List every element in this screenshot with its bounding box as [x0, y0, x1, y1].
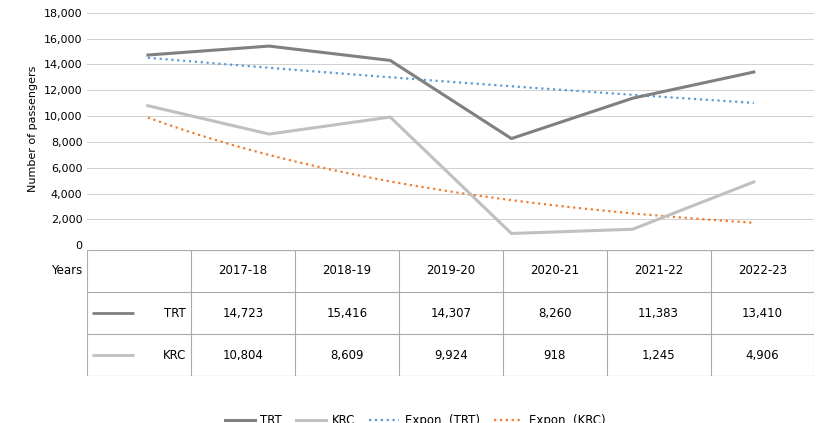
Text: 2022-23: 2022-23	[738, 264, 787, 277]
Text: 2020-21: 2020-21	[530, 264, 579, 277]
Text: KRC: KRC	[163, 349, 186, 362]
Text: 2019-20: 2019-20	[426, 264, 475, 277]
Text: 2018-19: 2018-19	[322, 264, 371, 277]
Text: 8,260: 8,260	[538, 307, 572, 319]
Text: 1,245: 1,245	[642, 349, 676, 362]
Text: 14,307: 14,307	[430, 307, 471, 319]
Text: TRT: TRT	[165, 307, 186, 319]
Text: 2017-18: 2017-18	[219, 264, 268, 277]
Text: 14,723: 14,723	[223, 307, 263, 319]
Text: 2021-22: 2021-22	[634, 264, 683, 277]
Text: 15,416: 15,416	[327, 307, 367, 319]
Text: 13,410: 13,410	[742, 307, 783, 319]
Text: 11,383: 11,383	[638, 307, 679, 319]
Text: 9,924: 9,924	[434, 349, 468, 362]
Text: 10,804: 10,804	[223, 349, 263, 362]
Text: 8,609: 8,609	[330, 349, 364, 362]
Text: Years: Years	[51, 264, 82, 277]
Text: 4,906: 4,906	[745, 349, 779, 362]
Text: 918: 918	[543, 349, 566, 362]
Legend: TRT, KRC, Expon. (TRT), Expon. (KRC): TRT, KRC, Expon. (TRT), Expon. (KRC)	[220, 409, 611, 423]
Y-axis label: Number of passengers: Number of passengers	[28, 66, 38, 192]
